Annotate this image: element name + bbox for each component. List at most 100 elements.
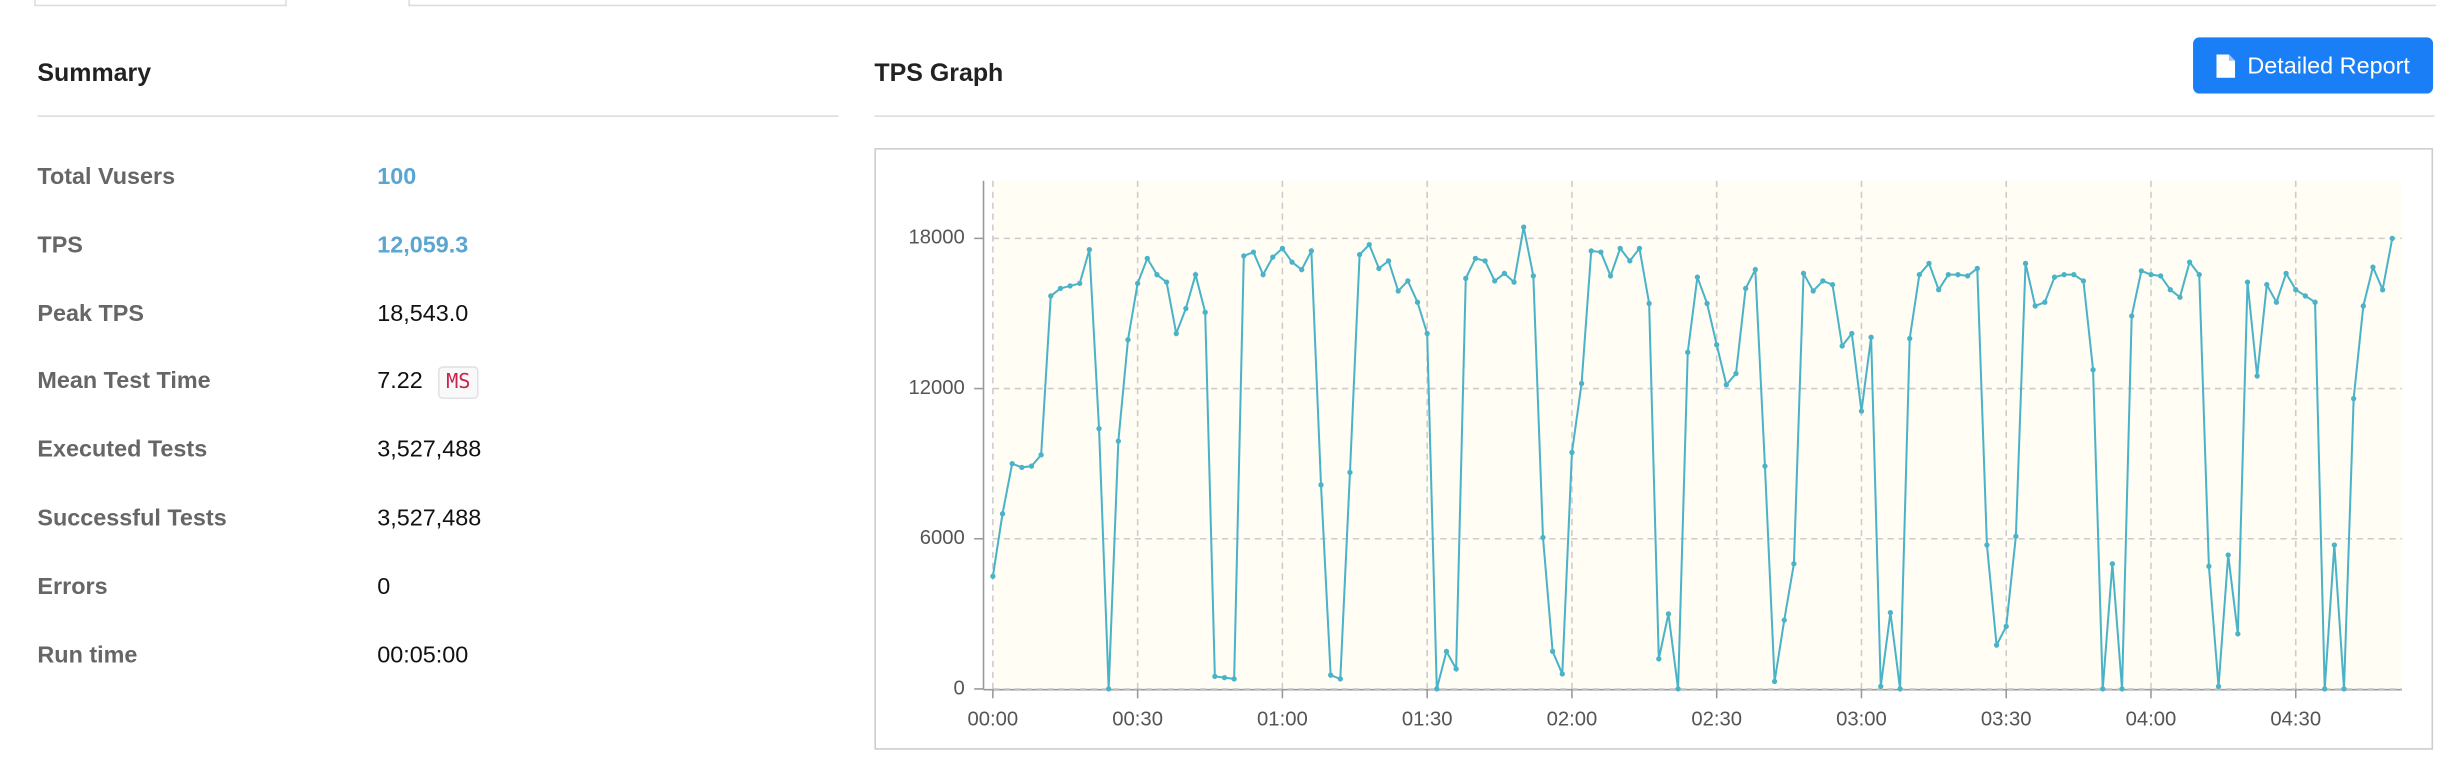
data-point	[1945, 272, 1951, 278]
data-point	[1260, 272, 1266, 278]
row-value: 3,527,488	[377, 505, 481, 531]
data-point	[1057, 285, 1064, 292]
data-point	[1212, 673, 1218, 680]
data-point	[1472, 255, 1479, 262]
data-point	[999, 511, 1006, 517]
data-point	[1936, 287, 1942, 293]
data-point	[1588, 248, 1594, 254]
data-point	[2273, 299, 2280, 305]
data-point	[1540, 534, 1546, 541]
data-point	[1125, 337, 1131, 343]
data-point	[2032, 303, 2038, 309]
data-point	[1173, 330, 1179, 337]
data-point	[2389, 235, 2395, 242]
data-point	[2148, 272, 2154, 278]
value-text: 3,527,488	[377, 505, 482, 532]
data-point	[1646, 300, 1652, 307]
data-point	[1897, 686, 1903, 692]
data-point	[1569, 449, 1575, 456]
data-point	[990, 573, 996, 579]
value-text: 12,059.3	[377, 231, 469, 259]
data-point	[1154, 272, 1160, 278]
data-point	[1656, 656, 1662, 662]
data-point	[1907, 335, 1913, 342]
data-point	[1617, 245, 1623, 252]
divider	[874, 115, 2435, 117]
data-point	[1781, 617, 1787, 623]
data-point	[1308, 248, 1315, 254]
value-text: 7.22	[377, 368, 423, 395]
data-point	[1511, 279, 1517, 285]
row-label: Peak TPS	[37, 300, 144, 327]
data-point	[1289, 259, 1295, 265]
data-point	[1665, 611, 1672, 617]
detailed-report-button[interactable]: Detailed Report	[2193, 37, 2434, 94]
row-value: 0	[377, 573, 390, 599]
data-point	[2080, 278, 2087, 284]
data-point	[1463, 275, 1469, 282]
data-point	[1482, 258, 1488, 264]
data-point	[2370, 264, 2376, 270]
data-point	[1723, 382, 1729, 388]
row-label: Executed Tests	[37, 436, 208, 464]
x-tick-label: 03:00	[1836, 708, 1887, 730]
y-tick-label: 6000	[920, 527, 965, 549]
data-point	[1984, 542, 1990, 548]
data-point	[1077, 280, 1083, 287]
data-point	[1250, 249, 1257, 255]
data-point	[2206, 563, 2212, 569]
data-point	[2293, 287, 2299, 293]
data-point	[2322, 686, 2328, 692]
data-point	[1771, 678, 1778, 685]
data-point	[1192, 272, 1199, 278]
data-point	[2061, 272, 2067, 278]
row-value: 00:05:00	[377, 642, 468, 668]
data-point	[2351, 395, 2357, 402]
tab[interactable]	[34, 0, 287, 7]
data-point	[1627, 258, 1633, 264]
row-value: 100	[377, 164, 416, 190]
data-point	[1530, 273, 1536, 279]
data-point	[2071, 272, 2077, 278]
row-label: Run time	[37, 641, 138, 669]
data-point	[1086, 246, 1093, 253]
data-point	[1376, 265, 1382, 272]
x-tick-label: 00:30	[1112, 708, 1163, 730]
x-tick-label: 04:00	[2126, 708, 2177, 730]
data-point	[1762, 463, 1768, 469]
data-point	[1115, 438, 1121, 444]
data-point	[2109, 561, 2116, 567]
data-point	[1887, 609, 1894, 616]
x-tick-label: 00:00	[968, 708, 1019, 730]
x-tick-label: 04:30	[2270, 708, 2321, 730]
data-point	[1598, 249, 1604, 255]
data-point	[2022, 260, 2029, 267]
data-point	[1849, 330, 1855, 337]
row-label: Total Vusers	[37, 163, 176, 191]
data-point	[1675, 686, 1681, 692]
data-point	[1183, 305, 1189, 312]
data-point	[1434, 686, 1440, 692]
data-point	[1347, 469, 1353, 476]
data-point	[2331, 542, 2338, 548]
data-point	[1163, 279, 1170, 285]
row-label: Mean Test Time	[37, 368, 211, 395]
data-point	[2360, 303, 2366, 309]
data-point	[1714, 342, 1720, 348]
data-point	[1974, 265, 1980, 272]
data-point	[1385, 258, 1392, 264]
data-point	[1337, 676, 1343, 682]
data-point	[2302, 293, 2309, 299]
data-point	[1028, 463, 1035, 469]
data-point	[1144, 255, 1150, 262]
data-point	[1742, 285, 1749, 292]
row-label: Successful Tests	[37, 505, 227, 532]
value-text: 00:05:00	[377, 641, 469, 669]
data-point	[1009, 461, 1015, 467]
data-point	[1405, 278, 1411, 284]
plot-area	[992, 180, 2402, 689]
data-point	[1916, 272, 1923, 278]
data-point	[1559, 671, 1565, 677]
